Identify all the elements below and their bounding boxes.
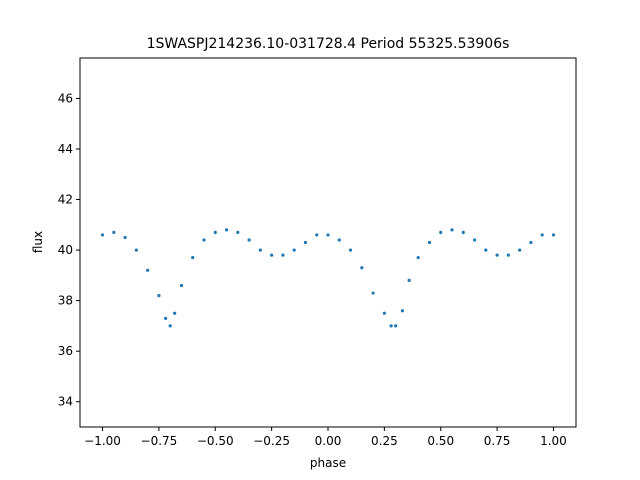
data-point [270, 253, 274, 257]
data-point [168, 324, 172, 328]
data-point [348, 248, 353, 252]
data-point [191, 256, 195, 260]
data-point [281, 253, 285, 257]
data-point [123, 235, 127, 240]
data-point [164, 316, 168, 320]
data-point [173, 311, 177, 315]
y-tick-label: 36 [58, 344, 73, 358]
data-point [551, 233, 556, 237]
data-point [326, 233, 330, 237]
y-axis-label: flux [31, 231, 45, 253]
x-tick-label: −0.75 [141, 434, 178, 448]
data-point [134, 248, 138, 252]
x-tick-label: −0.50 [197, 434, 234, 448]
data-point [303, 240, 308, 245]
data-point [484, 248, 488, 252]
data-point [416, 256, 420, 260]
x-axis: −1.00 −0.75 −0.50 −0.25 0.00 0.25 0.50 0.75 1.00 [84, 427, 567, 448]
data-point [407, 278, 411, 283]
x-tick-label: −0.25 [253, 434, 290, 448]
data-point [100, 233, 105, 237]
chart-title: 1SWASPJ214236.10-031728.4 Period 55325.5… [147, 36, 510, 52]
data-point [292, 248, 296, 252]
data-point [202, 238, 206, 242]
data-point [382, 311, 386, 315]
y-tick-label: 44 [58, 142, 73, 156]
y-tick-label: 42 [58, 193, 73, 207]
data-point [258, 248, 262, 252]
data-point [213, 230, 217, 234]
data-point [360, 266, 364, 270]
x-tick-label: 0.00 [315, 434, 342, 448]
data-point [495, 253, 499, 257]
data-point [157, 293, 161, 298]
data-points [100, 228, 556, 328]
y-tick-label: 46 [58, 91, 73, 105]
data-point [540, 233, 544, 237]
data-point [224, 228, 229, 232]
data-point [450, 228, 454, 232]
y-axis: 34 36 38 40 42 44 46 [58, 91, 80, 409]
data-point [112, 230, 116, 234]
data-point [315, 233, 319, 237]
data-point [179, 283, 184, 288]
data-point [400, 309, 404, 313]
data-point [427, 240, 432, 245]
data-point [439, 230, 443, 234]
data-point [146, 268, 150, 272]
data-point [461, 230, 465, 234]
data-point [506, 253, 510, 257]
y-tick-label: 38 [58, 294, 73, 308]
data-point [337, 238, 341, 242]
data-point [394, 324, 398, 328]
data-point [236, 230, 240, 234]
x-tick-label: 0.50 [427, 434, 454, 448]
x-tick-label: 1.00 [540, 434, 567, 448]
y-tick-label: 40 [58, 243, 73, 257]
data-point [529, 240, 533, 245]
y-tick-label: 34 [58, 395, 73, 409]
x-tick-label: 0.25 [371, 434, 398, 448]
x-tick-label: 0.75 [484, 434, 511, 448]
x-tick-label: −1.00 [84, 434, 121, 448]
data-point [247, 238, 251, 242]
x-axis-label: phase [310, 456, 346, 470]
data-point [518, 248, 522, 252]
data-point [472, 238, 477, 242]
data-point [371, 291, 375, 295]
data-point [389, 324, 393, 328]
